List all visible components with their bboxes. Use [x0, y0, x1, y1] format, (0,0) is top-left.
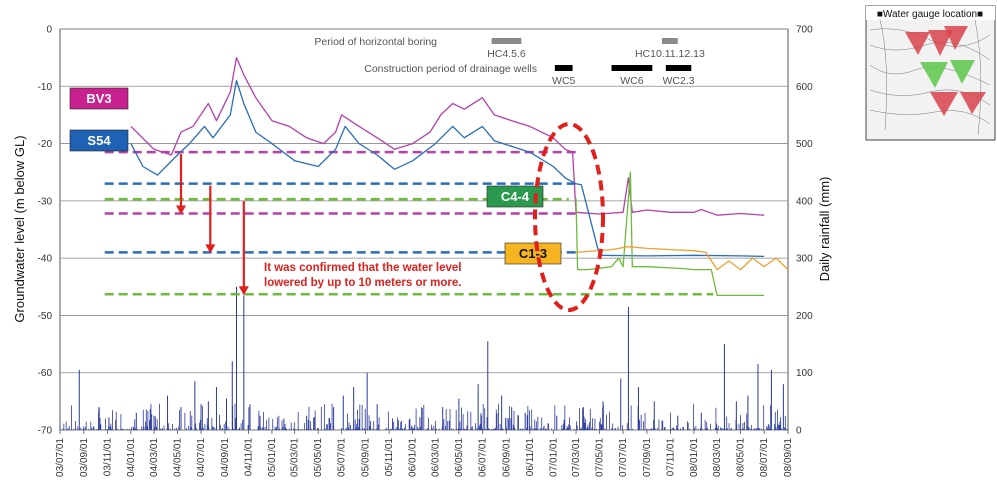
x-tick-label: 06/01/01 — [408, 438, 419, 477]
drop-arrow-head — [205, 244, 216, 254]
y2-axis-title: Daily rainfall (mm) — [817, 177, 832, 282]
x-tick-label: 03/09/01 — [79, 438, 90, 477]
y2-tick-label: 100 — [796, 368, 813, 379]
y-tick-label: 0 — [46, 25, 52, 36]
drop-arrow-head — [176, 205, 187, 215]
x-tick-label: 06/03/01 — [430, 438, 441, 477]
x-tick-label: 03/11/01 — [102, 438, 113, 477]
inset-title: ■Water gauge location■ — [877, 9, 983, 20]
y-tick-label: -70 — [38, 426, 53, 437]
inset-map: ■Water gauge location■ — [865, 5, 996, 141]
y-tick-label: -10 — [38, 82, 53, 93]
y-tick-label: -20 — [38, 139, 53, 150]
y-tick-label: -50 — [38, 311, 53, 322]
x-tick-label: 06/05/01 — [454, 438, 465, 477]
series-lines — [130, 56, 789, 297]
y2-tick-label: 500 — [796, 139, 813, 150]
period-label: Period of horizontal boring — [314, 36, 437, 48]
x-tick-label: 05/03/01 — [290, 438, 301, 477]
period-group: Construction period of drainage wells WC5… — [364, 63, 695, 87]
annotation-text: It was confirmed that the water level lo… — [264, 262, 465, 289]
period-bar-label: HC10.11.12.13 — [635, 48, 705, 60]
x-tick-label: 08/01/01 — [689, 438, 700, 477]
x-tick-label: 08/09/01 — [783, 438, 794, 477]
svg-text:C4-4: C4-4 — [501, 189, 530, 204]
grid — [59, 28, 789, 431]
annotation-line-2: lowered by up to 10 meters or more. — [264, 277, 461, 289]
x-tick-label: 05/11/01 — [384, 438, 395, 477]
period-bar — [611, 65, 653, 71]
period-bar-label: WC6 — [620, 75, 643, 87]
period-bar — [554, 65, 573, 71]
series-label-bv3: BV3 — [69, 87, 129, 110]
plot-frame — [59, 28, 789, 431]
series-line-c4-4 — [575, 171, 765, 297]
series-line-c1-3 — [575, 246, 789, 271]
x-tick-label: 07/07/01 — [618, 438, 629, 477]
x-tick-label: 07/05/01 — [595, 438, 606, 477]
x-tick-label: 04/01/01 — [126, 438, 137, 477]
y-tick-label: -30 — [38, 196, 53, 207]
y-tick-label: -60 — [38, 368, 53, 379]
period-bar — [491, 38, 522, 44]
highlight-ellipse — [533, 122, 605, 312]
y2-tick-label: 700 — [796, 25, 813, 36]
period-bar-label: WC2.3 — [663, 75, 695, 87]
period-bar — [665, 65, 692, 71]
svg-text:BV3: BV3 — [86, 91, 111, 106]
svg-text:S54: S54 — [87, 133, 111, 148]
x-tick-label: 03/07/01 — [55, 438, 66, 477]
x-tick-label: 07/03/01 — [571, 438, 582, 477]
annotation-line-1: It was confirmed that the water level — [264, 262, 461, 274]
x-tick-label: 07/01/01 — [548, 438, 559, 477]
y2-tick-label: 600 — [796, 82, 813, 93]
series-line-s54 — [130, 79, 765, 258]
x-tick-label: 04/03/01 — [149, 438, 160, 477]
x-tick-label: 04/11/01 — [243, 438, 254, 477]
period-bar-label: WC5 — [552, 75, 575, 87]
period-label: Construction period of drainage wells — [364, 63, 537, 75]
svg-text:C1-3: C1-3 — [519, 246, 547, 261]
y-tick-label: -40 — [38, 254, 53, 265]
period-group: Period of horizontal boring HC4.5.6 HC10.1… — [314, 36, 705, 60]
axes: 0 -10 -20 -30 -40 -50 -60 -70 700 600 500 400 300 200… — [38, 25, 814, 477]
y-axis-title: Groundwater level (m below GL) — [12, 135, 27, 322]
y2-tick-label: 400 — [796, 196, 813, 207]
series-label-c1-3: C1-3 — [504, 242, 562, 265]
x-tick-label: 04/07/01 — [196, 438, 207, 477]
x-tick-label: 05/01/01 — [267, 438, 278, 477]
series-label-s54: S54 — [69, 129, 129, 152]
x-tick-label: 08/05/01 — [736, 438, 747, 477]
x-tick-label: 06/07/01 — [477, 438, 488, 477]
series-label-c4-4: C4-4 — [486, 185, 544, 208]
x-tick-label: 05/07/01 — [337, 438, 348, 477]
x-tick-label: 05/09/01 — [361, 438, 372, 477]
x-tick-label: 04/05/01 — [173, 438, 184, 477]
x-tick-label: 08/03/01 — [712, 438, 723, 477]
drop-arrow-head — [238, 286, 249, 296]
x-tick-label: 06/11/01 — [525, 438, 536, 477]
x-tick-label: 05/05/01 — [313, 438, 324, 477]
x-tick-label: 08/07/01 — [759, 438, 770, 477]
annotations: BV3 S54 C4-4 C1-3 Period of horizontal borin… — [69, 36, 705, 296]
rainfall-bars — [59, 286, 789, 430]
x-tick-label: 07/09/01 — [642, 438, 653, 477]
x-tick-label: 06/09/01 — [501, 438, 512, 477]
y2-tick-label: 0 — [796, 426, 802, 437]
period-bar-label: HC4.5.6 — [487, 48, 526, 60]
y2-tick-label: 300 — [796, 254, 813, 265]
y2-tick-label: 200 — [796, 311, 813, 322]
x-tick-label: 07/11/01 — [665, 438, 676, 477]
period-bar — [661, 38, 678, 44]
x-tick-label: 04/09/01 — [220, 438, 231, 477]
